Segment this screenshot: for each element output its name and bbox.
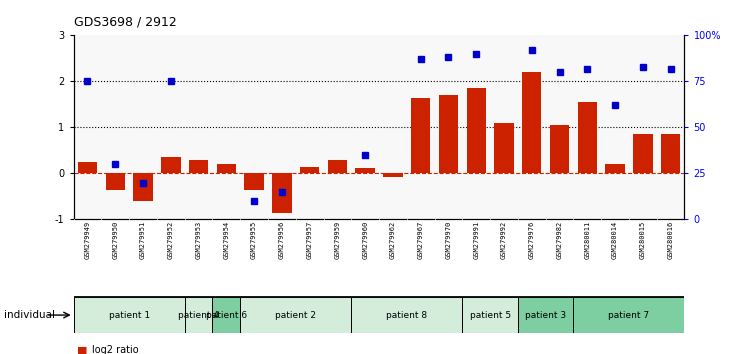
Bar	[213, 297, 240, 333]
Bar	[605, 164, 625, 173]
Bar	[240, 297, 351, 333]
Text: patient 7: patient 7	[609, 310, 649, 320]
Bar	[411, 97, 431, 173]
Bar	[351, 297, 462, 333]
Text: patient 3: patient 3	[525, 310, 566, 320]
Bar	[161, 157, 180, 173]
Text: GSM280011: GSM280011	[584, 221, 590, 259]
Bar	[467, 88, 486, 173]
Bar	[244, 173, 263, 189]
Bar	[383, 173, 403, 177]
Text: GSM280015: GSM280015	[640, 221, 645, 259]
Bar	[550, 125, 569, 173]
Text: GSM280014: GSM280014	[612, 221, 618, 259]
Bar	[185, 297, 213, 333]
Text: patient 2: patient 2	[275, 310, 316, 320]
Text: GSM279952: GSM279952	[168, 221, 174, 259]
Text: GSM279955: GSM279955	[251, 221, 257, 259]
Bar	[328, 160, 347, 173]
Text: GSM279991: GSM279991	[473, 221, 479, 259]
Text: GSM279960: GSM279960	[362, 221, 368, 259]
Bar	[133, 173, 153, 201]
Bar	[74, 297, 185, 333]
Bar	[462, 297, 518, 333]
Text: GSM279959: GSM279959	[334, 221, 340, 259]
Text: individual: individual	[4, 310, 54, 320]
Text: patient 8: patient 8	[386, 310, 428, 320]
Bar	[578, 102, 597, 173]
Bar	[105, 173, 125, 189]
Text: patient 1: patient 1	[109, 310, 149, 320]
Bar	[439, 95, 459, 173]
Text: log2 ratio: log2 ratio	[92, 346, 138, 354]
Text: GSM279992: GSM279992	[501, 221, 507, 259]
Text: GSM279982: GSM279982	[556, 221, 562, 259]
Text: patient 6: patient 6	[206, 310, 247, 320]
Text: GSM279970: GSM279970	[445, 221, 451, 259]
Bar	[189, 160, 208, 173]
Text: GSM279949: GSM279949	[85, 221, 91, 259]
Text: GSM279953: GSM279953	[196, 221, 202, 259]
Bar	[573, 297, 684, 333]
Bar	[216, 164, 236, 173]
Text: GSM279962: GSM279962	[390, 221, 396, 259]
Text: patient 4: patient 4	[178, 310, 219, 320]
Bar	[661, 134, 680, 173]
Text: GSM279976: GSM279976	[528, 221, 535, 259]
Bar	[272, 173, 291, 212]
Text: ■: ■	[77, 346, 88, 354]
Text: GDS3698 / 2912: GDS3698 / 2912	[74, 15, 177, 28]
Bar	[300, 166, 319, 173]
Bar	[355, 168, 375, 173]
Text: GSM279957: GSM279957	[307, 221, 313, 259]
Text: GSM279951: GSM279951	[140, 221, 146, 259]
Bar	[633, 134, 653, 173]
Text: GSM279956: GSM279956	[279, 221, 285, 259]
Bar	[78, 162, 97, 173]
Text: GSM280016: GSM280016	[668, 221, 673, 259]
Text: GSM279954: GSM279954	[223, 221, 230, 259]
Text: patient 5: patient 5	[470, 310, 511, 320]
Text: GSM279950: GSM279950	[113, 221, 118, 259]
Bar	[518, 297, 573, 333]
Bar	[495, 123, 514, 173]
Text: GSM279967: GSM279967	[418, 221, 424, 259]
Bar	[522, 72, 542, 173]
